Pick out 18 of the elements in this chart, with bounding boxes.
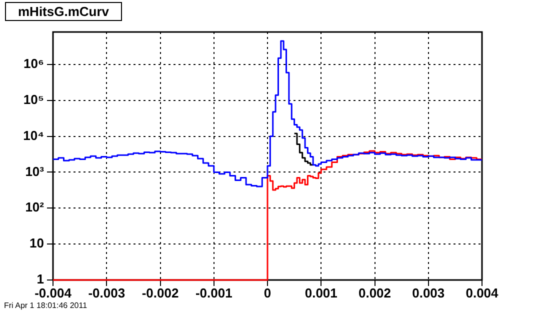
y-tick-label: 10³ — [25, 164, 45, 179]
x-tick-label: 0.001 — [304, 285, 338, 300]
x-tick-label: -0.001 — [195, 285, 232, 300]
y-tick-label: 1 — [36, 272, 44, 287]
y-tick-label: 10 — [30, 236, 44, 251]
chart-title: mHitsG.mCurv — [5, 2, 122, 21]
x-tick-label: -0.004 — [34, 285, 72, 300]
y-tick-label: 10⁴ — [23, 128, 44, 143]
y-tick-label: 10² — [25, 200, 45, 215]
x-tick-label: 0.003 — [412, 285, 445, 300]
y-tick-label: 10⁶ — [24, 56, 44, 72]
x-tick-label: 0.002 — [358, 285, 392, 300]
y-tick-label: 10⁵ — [23, 92, 44, 107]
x-tick-label: 0.004 — [466, 285, 500, 300]
x-tick-label: -0.002 — [142, 285, 179, 300]
x-tick-label: -0.003 — [88, 285, 126, 300]
text: Fri Apr 1 18:01:46 2011 — [4, 301, 88, 310]
x-tick-label: 0 — [264, 285, 272, 300]
